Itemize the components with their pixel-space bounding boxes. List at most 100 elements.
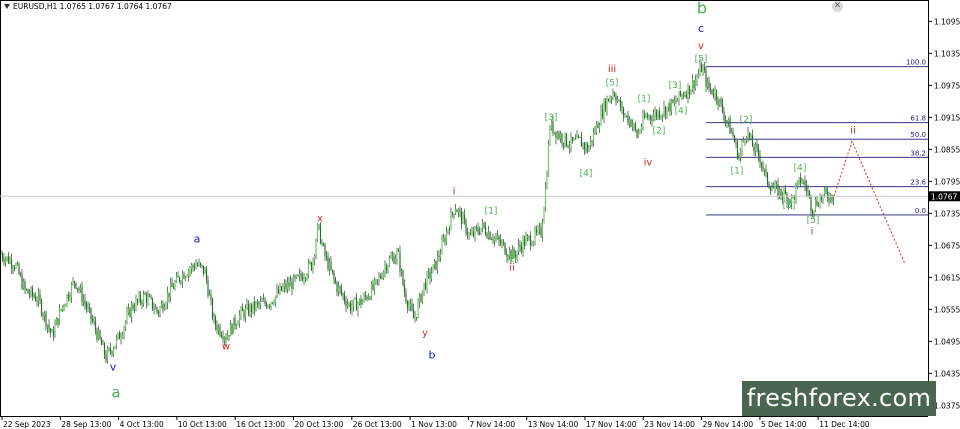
candle-body: [714, 90, 716, 97]
wave-label: iv: [644, 157, 653, 168]
candle-body: [388, 258, 391, 266]
candle-body: [69, 297, 71, 299]
candle-body: [726, 120, 728, 123]
wave-label: ii: [850, 125, 856, 136]
candle-body: [241, 307, 244, 312]
x-tick-label: 16 Oct 13:00: [236, 420, 285, 429]
close-icon[interactable]: ✕: [832, 1, 843, 12]
candle-body: [262, 299, 265, 302]
candle-body: [765, 169, 767, 173]
x-tick-label: 29 Nov 14:00: [703, 420, 754, 429]
candle-body: [312, 259, 314, 270]
candle-body: [696, 77, 698, 80]
candle-body: [132, 304, 134, 309]
candle-body: [445, 231, 448, 243]
candle-body: [739, 150, 742, 158]
candle-body: [534, 229, 536, 242]
candle-body: [715, 90, 718, 100]
candle-body: [196, 264, 199, 266]
candle-body: [688, 85, 691, 95]
candle-body: [343, 295, 346, 302]
candle-body: [7, 256, 10, 264]
candle-body: [172, 287, 175, 289]
candle-body: [345, 301, 347, 307]
candle-body: [195, 264, 197, 269]
candle-body: [28, 293, 31, 295]
candle-body: [460, 211, 463, 224]
candle-body: [552, 121, 554, 134]
candle-body: [814, 200, 817, 211]
candle-body: [162, 303, 164, 311]
candle-body: [561, 134, 563, 143]
candle-body: [826, 191, 829, 198]
candle-body: [448, 229, 451, 231]
candle-body: [109, 348, 112, 352]
candle-body: [463, 214, 466, 220]
candle-body: [120, 336, 122, 340]
candle-body: [160, 303, 163, 308]
candle-body: [540, 227, 542, 237]
x-tick-label: 1 Nov 13:00: [411, 420, 457, 429]
candle-body: [664, 106, 667, 116]
candle-body: [657, 111, 659, 117]
candle-body: [400, 270, 403, 272]
candle-body: [492, 239, 494, 241]
candle-body: [511, 249, 514, 260]
y-tick-label: 1.1035: [934, 49, 960, 58]
candle-body: [772, 188, 775, 190]
candle-body: [382, 271, 385, 279]
candle-body: [228, 335, 230, 337]
candle-body: [72, 281, 74, 284]
candle-body: [642, 115, 644, 127]
candle-body: [603, 100, 605, 118]
candle-body: [745, 138, 748, 141]
candle-body: [795, 186, 797, 199]
candle-body: [750, 135, 752, 138]
dropdown-arrow-icon[interactable]: [4, 4, 10, 9]
candle-body: [310, 262, 313, 270]
candle-body: [292, 275, 295, 290]
candle-body: [127, 308, 130, 313]
candle-body: [375, 279, 377, 281]
wave-label: v: [110, 361, 117, 374]
candle-body: [702, 67, 704, 72]
candle-body: [651, 118, 653, 121]
candle-body: [817, 205, 820, 207]
wave-label: [5]: [606, 78, 619, 88]
candle-body: [99, 330, 101, 339]
candle-body: [690, 89, 692, 95]
candle-body: [268, 305, 271, 307]
candle-body: [733, 136, 736, 142]
candle-body: [790, 195, 793, 204]
candle-body: [397, 250, 400, 252]
candle-body: [123, 327, 125, 335]
candle-body: [595, 123, 598, 133]
candle-body: [508, 250, 511, 257]
candle-body: [601, 109, 604, 118]
candle-body: [643, 115, 646, 118]
candle-body: [819, 197, 821, 207]
wave-label: [2]: [506, 254, 519, 264]
candle-body: [66, 294, 68, 305]
candle-body: [336, 283, 338, 292]
candle-body: [519, 244, 521, 247]
candle-body: [558, 133, 560, 139]
wave-label: [5]: [807, 216, 820, 226]
candle-body: [106, 349, 109, 362]
candle-body: [223, 337, 226, 340]
candle-body: [661, 114, 664, 116]
candle-body: [75, 282, 77, 289]
candle-body: [1, 254, 4, 259]
candle-body: [531, 244, 533, 246]
x-tick-label: 4 Oct 13:00: [120, 420, 164, 429]
candle-body: [153, 308, 155, 310]
wave-label: [3]: [783, 201, 796, 211]
candle-body: [670, 99, 673, 112]
candle-body: [717, 99, 719, 105]
candle-body: [34, 296, 37, 301]
candle-body: [213, 317, 215, 318]
candle-body: [505, 253, 508, 256]
candle-body: [754, 144, 757, 152]
